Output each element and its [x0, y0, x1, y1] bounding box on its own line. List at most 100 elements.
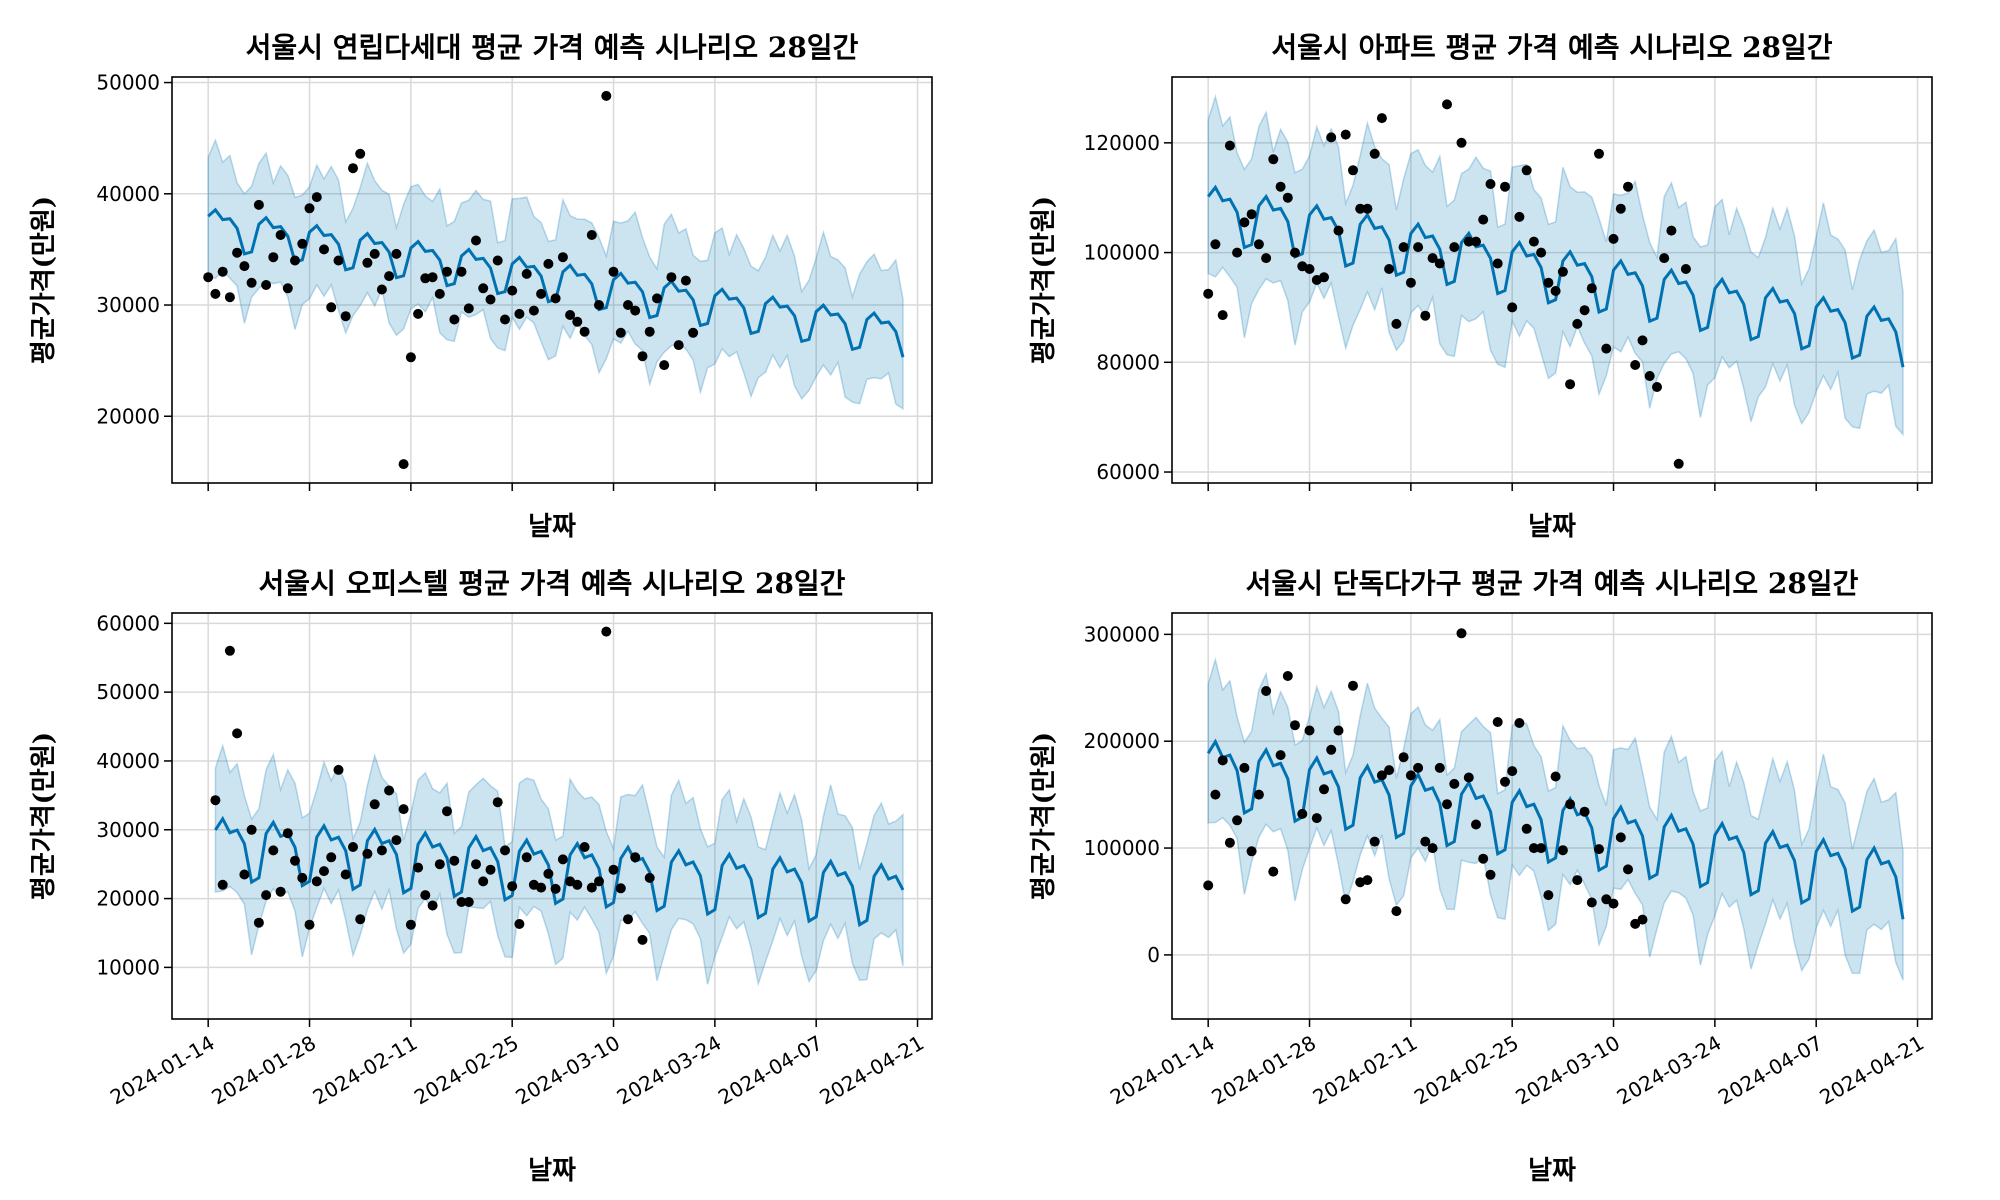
data-point: [608, 266, 619, 277]
y-tick-label: 20000: [96, 404, 160, 428]
data-point: [572, 879, 583, 890]
data-point: [1543, 890, 1554, 901]
data-point: [463, 303, 474, 314]
data-point: [1210, 789, 1221, 800]
data-point: [601, 90, 612, 101]
data-point: [1232, 247, 1243, 258]
data-point: [1492, 717, 1503, 727]
y-tick-label: 40000: [96, 182, 160, 206]
data-point: [594, 300, 604, 310]
x-axis-label: 날짜: [1528, 1156, 1576, 1186]
data-point: [543, 868, 554, 879]
data-point: [1608, 233, 1619, 244]
data-point: [1608, 898, 1619, 909]
data-point: [1369, 148, 1380, 159]
x-tick-label: 2024-03-10: [511, 1031, 624, 1110]
data-point: [297, 238, 308, 249]
chart-1: 20000 30000 40000 50000 서울시 연립다세대 평균 가격 예측 시…: [29, 31, 933, 542]
data-point: [1630, 360, 1641, 370]
data-point: [1586, 283, 1597, 294]
data-point: [1673, 458, 1684, 469]
x-tick-label: 2024-02-25: [1410, 1031, 1523, 1110]
data-point: [615, 327, 626, 338]
forecast-line: [1207, 184, 1905, 368]
data-point: [1442, 99, 1452, 110]
data-point: [217, 266, 228, 277]
data-point: [384, 785, 395, 796]
data-point: [492, 255, 503, 266]
data-point: [572, 316, 583, 327]
data-point: [1644, 371, 1655, 381]
data-point: [1579, 305, 1590, 316]
x-tick-label: 2024-01-28: [207, 1031, 320, 1110]
data-point: [398, 459, 409, 470]
data-point: [1384, 765, 1395, 776]
data-point: [637, 351, 648, 362]
data-point: [507, 881, 518, 892]
data-point: [557, 854, 568, 865]
plot-frame: [1171, 612, 1933, 1020]
data-point: [1456, 628, 1467, 639]
data-point: [355, 914, 366, 925]
data-point: [550, 293, 561, 304]
data-point: [290, 855, 300, 866]
data-point: [666, 272, 677, 283]
data-point: [615, 883, 626, 894]
data-point: [326, 852, 337, 863]
data-point: [688, 327, 699, 338]
data-point: [1326, 132, 1337, 143]
data-point: [1623, 864, 1633, 875]
data-point: [1239, 762, 1250, 773]
data-point: [1623, 181, 1633, 192]
data-point: [1210, 239, 1221, 250]
data-point: [1413, 762, 1424, 773]
data-point: [1362, 875, 1373, 886]
chart-title: 서울시 아파트 평균 가격 예측 시나리오 28일간: [1271, 31, 1832, 64]
data-point: [644, 872, 655, 883]
data-point: [1485, 179, 1496, 189]
data-point: [500, 314, 510, 325]
data-point: [579, 842, 590, 852]
y-tick-label: 30000: [96, 818, 160, 842]
data-point: [442, 806, 452, 817]
data-point: [405, 919, 416, 930]
data-point: [1239, 217, 1250, 228]
chart-3: 10000 20000 30000 40000 50000 60000 2024-01-14…: [29, 567, 933, 1186]
data-point: [456, 266, 467, 277]
data-point: [1637, 335, 1648, 346]
data-point: [514, 919, 525, 929]
data-point: [1507, 766, 1518, 777]
y-tick-label: 100000: [1084, 836, 1160, 860]
data-point: [268, 252, 279, 263]
data-point: [623, 914, 633, 925]
data-point: [521, 268, 532, 279]
data-point: [680, 275, 691, 286]
uncertainty-interval: [1207, 93, 1904, 437]
y-tick-label: 100000: [1084, 241, 1160, 265]
data-point: [565, 310, 576, 320]
data-point: [1514, 211, 1525, 222]
data-point: [507, 285, 518, 296]
data-point: [239, 261, 250, 272]
data-point: [1376, 113, 1387, 124]
data-point: [594, 876, 604, 887]
data-point: [557, 252, 568, 263]
data-point: [319, 244, 329, 255]
data-point: [1253, 789, 1264, 800]
uncertainty-interval: [214, 743, 904, 987]
data-point: [413, 308, 424, 319]
data-point: [1500, 181, 1510, 192]
data-point: [1203, 880, 1214, 891]
x-tick-label: 2024-02-11: [1309, 1031, 1422, 1110]
data-point: [471, 859, 481, 870]
data-point: [1594, 148, 1604, 159]
data-point: [1557, 266, 1568, 277]
data-point: [1348, 680, 1358, 691]
data-point: [1572, 875, 1583, 886]
data-point: [1304, 264, 1315, 274]
data-point: [652, 293, 662, 304]
data-point: [1326, 744, 1337, 755]
data-point: [1224, 837, 1235, 848]
data-point: [311, 192, 322, 203]
data-point: [1398, 752, 1409, 763]
